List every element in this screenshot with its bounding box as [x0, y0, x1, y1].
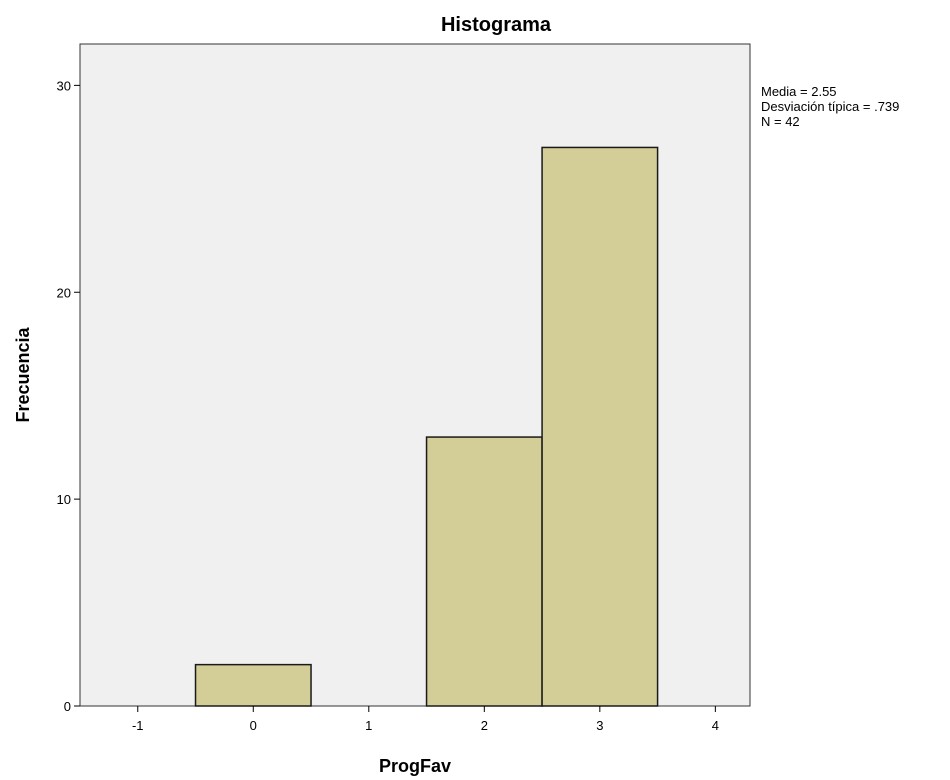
y-tick-label: 30	[57, 78, 71, 93]
x-axis-label: ProgFav	[379, 756, 451, 776]
x-tick-label: 0	[250, 718, 257, 733]
stat-n: N = 42	[761, 114, 800, 129]
histogram-bar-2	[541, 146, 659, 707]
histogram-bar-0	[194, 663, 312, 707]
chart-title: Histograma	[441, 14, 552, 36]
stat-mean: Media = 2.55	[761, 84, 837, 99]
x-tick-label: 3	[596, 718, 603, 733]
x-tick-label: 2	[481, 718, 488, 733]
y-axis: 0 10 20 30	[57, 78, 80, 714]
stat-std-dev: Desviación típica = .739	[761, 99, 899, 114]
x-axis: -1 0 1 2 3 4	[132, 706, 719, 733]
x-tick-label: 4	[712, 718, 719, 733]
histogram-bar-1	[425, 436, 543, 707]
y-tick-label: 20	[57, 285, 71, 300]
x-tick-label: -1	[132, 718, 144, 733]
y-tick-label: 10	[57, 492, 71, 507]
y-tick-label: 0	[64, 699, 71, 714]
bars-layer	[194, 146, 659, 707]
x-tick-label: 1	[365, 718, 372, 733]
y-axis-label: Frecuencia	[13, 326, 33, 422]
